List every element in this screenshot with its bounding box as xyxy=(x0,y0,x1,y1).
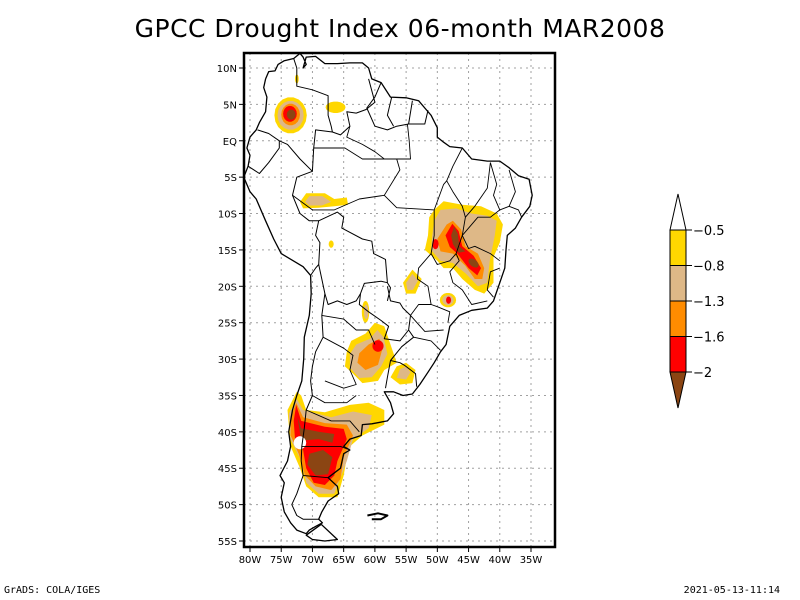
drought-area-parana xyxy=(446,296,452,304)
lat-tick-label: 35S xyxy=(218,391,237,402)
lat-tick-label: 30S xyxy=(218,355,237,366)
border-province xyxy=(312,395,357,404)
lat-tick-label: 25S xyxy=(218,319,237,330)
drought-area-uruguay xyxy=(396,366,411,380)
lon-tick-label: 35W xyxy=(520,555,543,566)
border-province xyxy=(301,445,351,451)
lat-tick-label: 15S xyxy=(218,246,237,257)
drought-area-goias xyxy=(432,239,439,250)
border-paraguay xyxy=(358,286,411,342)
drought-area-central-brazil xyxy=(451,226,466,253)
lat-tick-label: 20S xyxy=(218,282,237,293)
colorbar-label: −2 xyxy=(693,366,712,381)
border-state xyxy=(508,205,523,218)
border-suriname-fguiana xyxy=(408,100,413,125)
border-state xyxy=(461,209,501,262)
lon-tick-label: 80W xyxy=(239,555,262,566)
lon-tick-label: 50W xyxy=(426,555,449,566)
lon-tick-label: 55W xyxy=(395,555,418,566)
lat-tick-label: 50S xyxy=(218,501,237,512)
colorbar-label: −1.6 xyxy=(693,331,725,346)
lon-tick-label: 60W xyxy=(364,555,387,566)
drought-area-patagonia xyxy=(297,417,335,443)
border-state xyxy=(313,147,401,196)
coastlines-borders xyxy=(244,53,533,542)
border-state xyxy=(413,336,441,351)
colorbar-bin xyxy=(669,300,687,337)
border-state xyxy=(430,304,451,323)
lat-tick-label: 5N xyxy=(223,100,237,111)
drought-area-west-amazon xyxy=(305,196,332,206)
drought-area-bolivia xyxy=(328,240,334,248)
lon-tick-label: 70W xyxy=(301,555,324,566)
footer-credit: GrADS: COLA/IGES xyxy=(4,585,101,596)
lon-tick-label: 75W xyxy=(270,555,293,566)
drought-area-venezuela xyxy=(325,101,346,113)
border-state xyxy=(292,194,435,211)
lat-tick-label: EQ xyxy=(223,137,237,148)
lon-axis: 80W 75W 70W 65W 60W 55W 50W 45W 40W 35W xyxy=(239,547,543,566)
border-state xyxy=(486,267,500,298)
colorbar-label: −1.3 xyxy=(693,295,725,310)
drought-area-minas-gerais xyxy=(468,258,479,268)
border-bolivia-brazil xyxy=(318,211,391,302)
drought-area-n-argentina xyxy=(372,340,384,352)
colorbar: −0.5 −0.8 −1.3 −1.6 −2 xyxy=(669,193,725,409)
lat-tick-label: 10S xyxy=(218,210,237,221)
colorbar-bin xyxy=(669,336,687,373)
colorbar-label: −0.5 xyxy=(693,224,725,239)
border-uruguay-argentina xyxy=(385,360,391,389)
border-peru xyxy=(292,170,321,276)
border-state xyxy=(396,123,411,160)
lat-tick-label: 55S xyxy=(218,537,237,548)
border-state xyxy=(346,126,385,160)
colorbar-bottom-arrow xyxy=(669,371,687,409)
colorbar-bin xyxy=(669,265,687,302)
border-province xyxy=(322,336,357,389)
border-guianas xyxy=(366,82,429,131)
drought-area-paraguay xyxy=(364,304,369,319)
border-state xyxy=(465,162,491,218)
colorbar-bin xyxy=(669,229,687,266)
border-province xyxy=(303,475,329,479)
border-state xyxy=(410,209,435,316)
lat-tick-label: 45S xyxy=(218,464,237,475)
drought-area-patagonia xyxy=(307,450,333,476)
coastline-tierra-del-fuego xyxy=(305,523,339,542)
border-bolivia-south xyxy=(318,264,388,305)
colorbar-label: −0.8 xyxy=(693,260,725,275)
drought-area-colombia xyxy=(286,109,296,120)
border-argentina-uruguay-brazil xyxy=(390,329,418,387)
border-venezuela-brazil xyxy=(332,78,376,136)
lat-axis: 10N 5N EQ 5S 10S 15S 20S 25S 30S 35S 40S 45S 50S 55S xyxy=(217,64,244,548)
lon-tick-label: 45W xyxy=(457,555,480,566)
border-province xyxy=(306,409,360,433)
lat-tick-label: 10N xyxy=(217,64,237,75)
chart-title: GPCC Drought Index 06-month MAR2008 xyxy=(134,14,666,43)
lon-tick-label: 40W xyxy=(488,555,511,566)
plot-frame xyxy=(242,51,557,549)
drought-area-ms xyxy=(406,273,418,290)
coastline xyxy=(244,53,533,535)
falkland-islands xyxy=(367,512,389,521)
border-state xyxy=(410,315,444,332)
lat-tick-label: 5S xyxy=(224,173,237,184)
drought-area-patagonia xyxy=(293,404,347,485)
border-chile-argentina xyxy=(291,293,326,520)
border-state xyxy=(449,253,488,305)
border-state xyxy=(446,147,463,181)
border-ecuador-peru xyxy=(247,140,280,174)
footer-timestamp: 2021-05-13-11:14 xyxy=(683,585,780,596)
colorbar-top-arrow xyxy=(669,193,687,231)
lat-tick-label: 40S xyxy=(218,428,237,439)
border-guyana-suriname xyxy=(386,96,395,127)
border-colombia xyxy=(257,58,333,172)
lon-tick-label: 65W xyxy=(332,555,355,566)
border-province xyxy=(321,314,376,345)
drought-fills xyxy=(274,74,503,498)
